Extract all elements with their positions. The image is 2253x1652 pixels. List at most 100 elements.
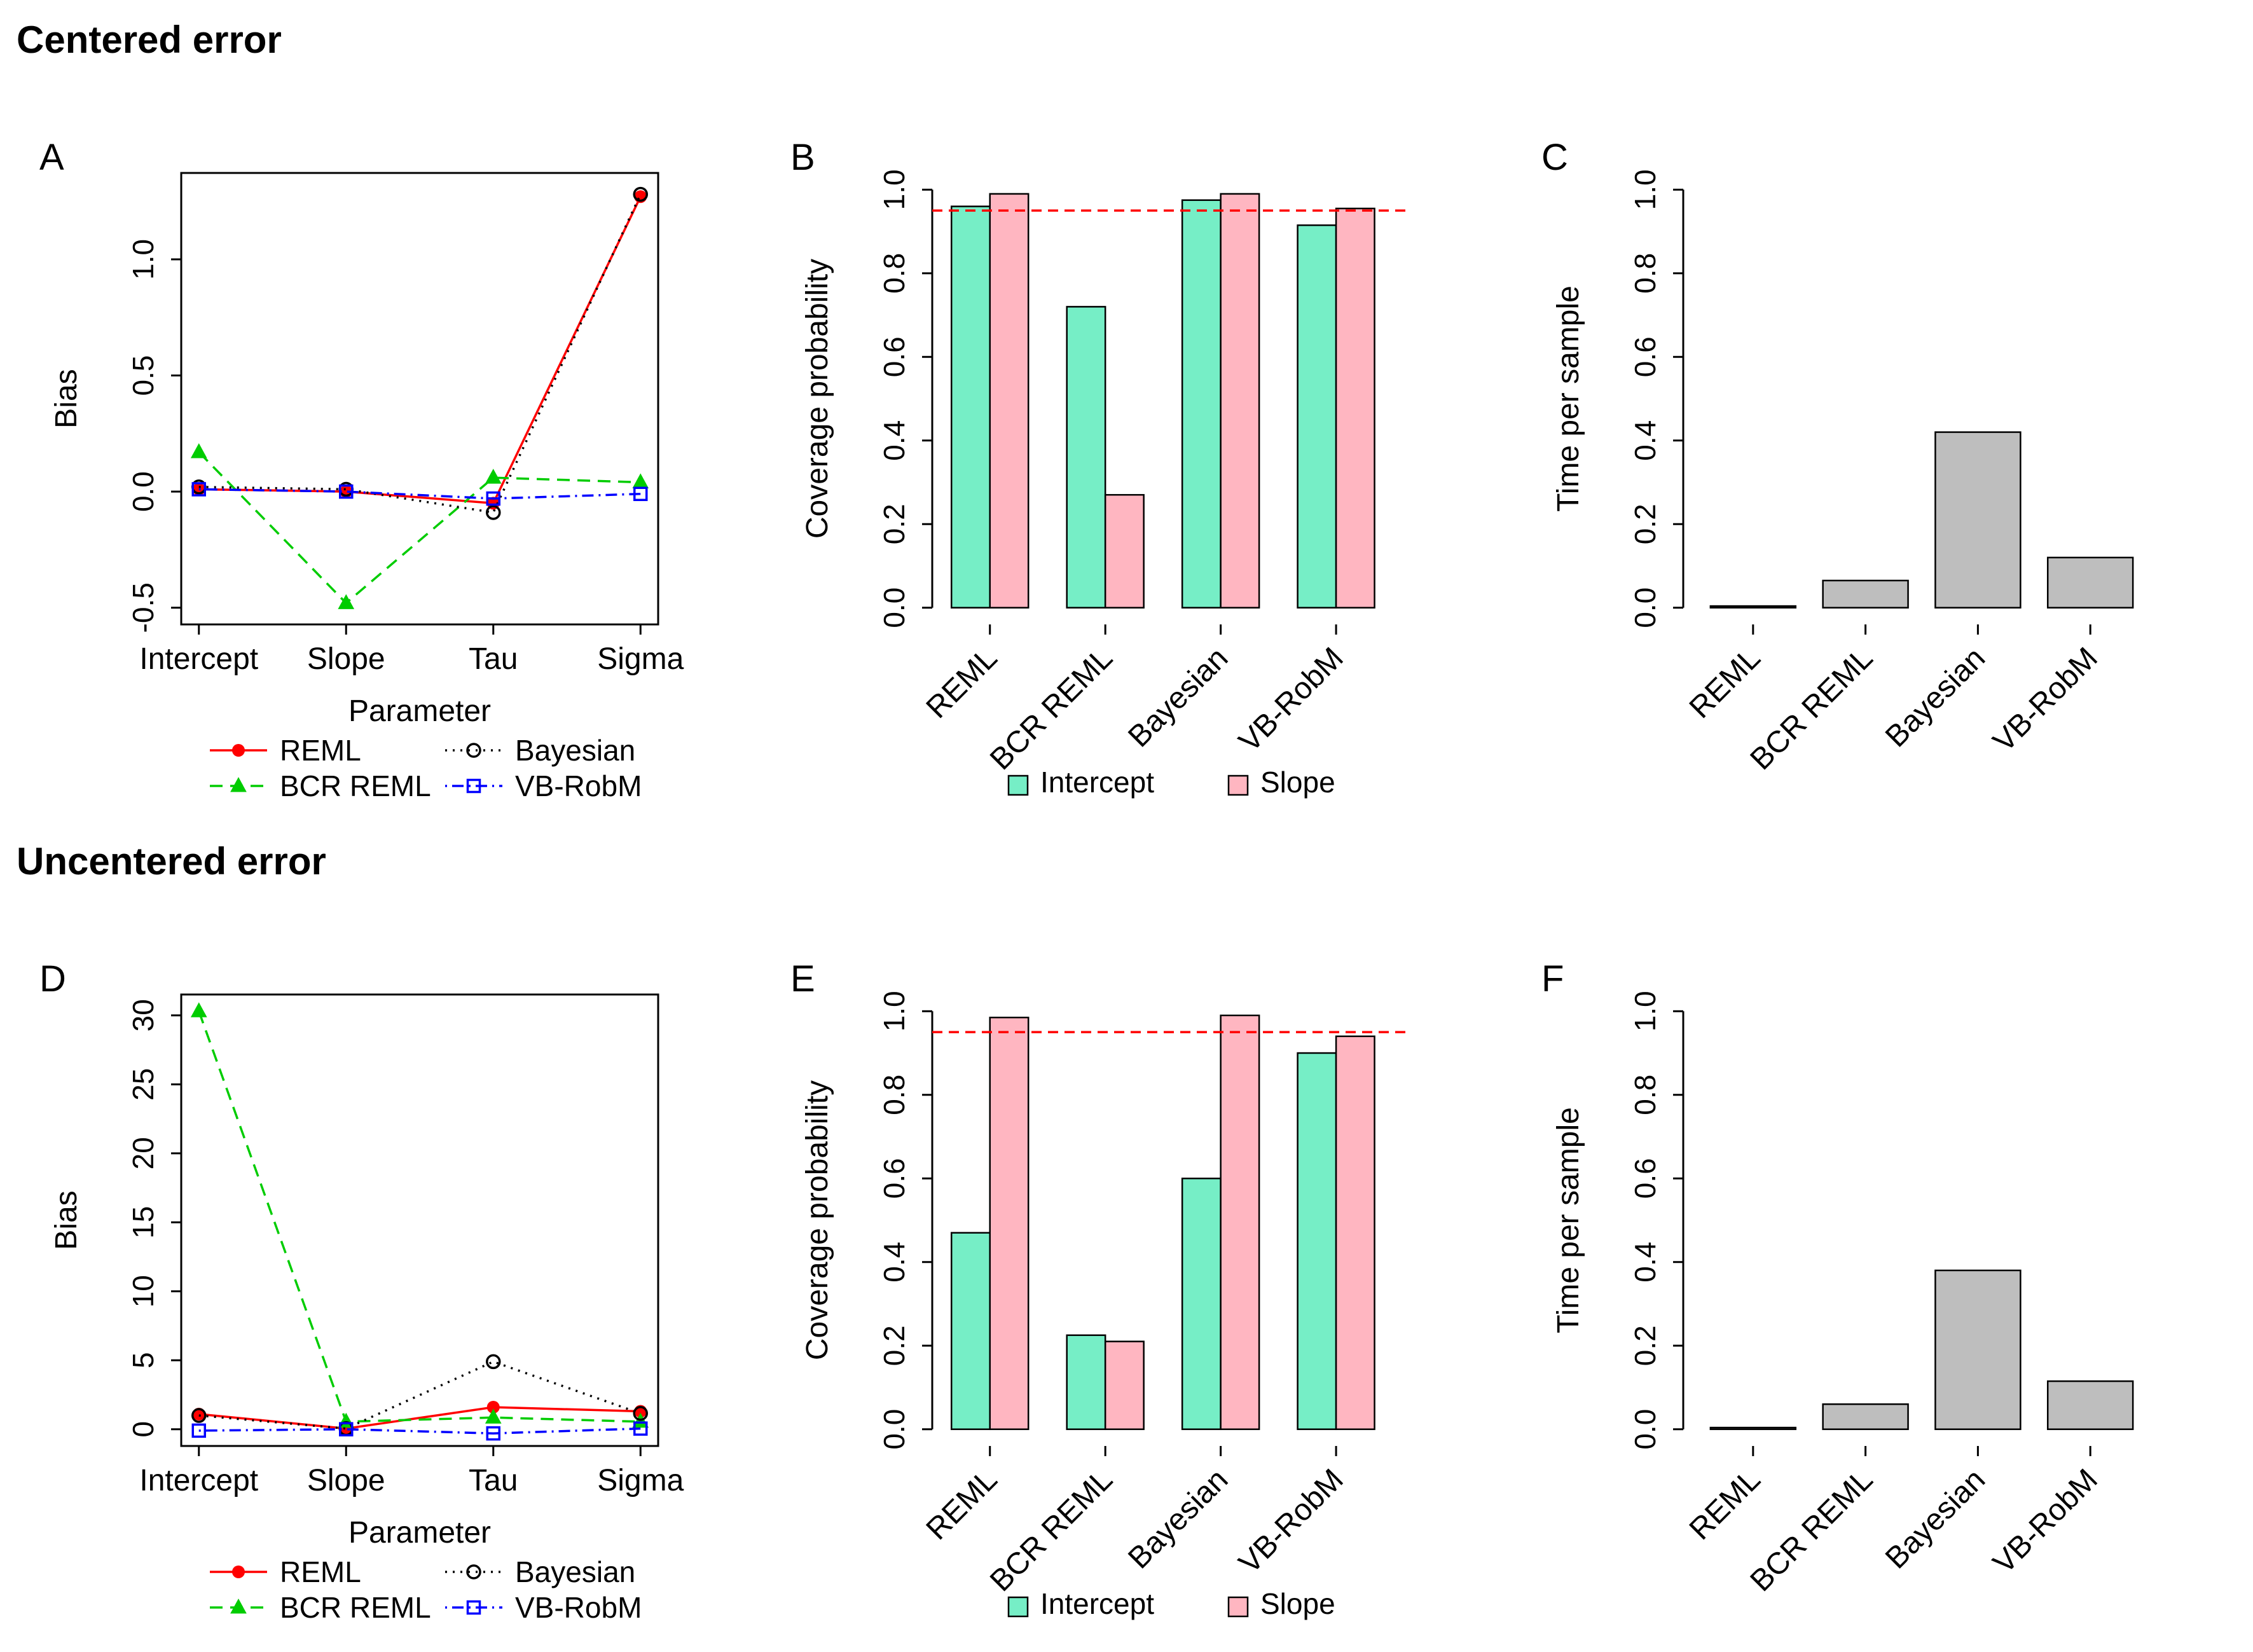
marker-vb-robm: [191, 482, 206, 497]
x-axis-title: Parameter: [348, 1516, 491, 1550]
series-line-reml: [198, 1406, 641, 1430]
chart-E: E 0.0 0.2 0.4 0.6 0.8 1.0 Coverage probability R…: [790, 958, 1409, 1620]
section-title-centered: Centered error: [17, 18, 282, 61]
series-line-vb-robm: [198, 488, 641, 500]
y-axis-title: Bias: [50, 1190, 83, 1249]
bar-reml-intercept: [950, 1232, 991, 1430]
y-tick-label: 20: [127, 1137, 160, 1169]
bar-reml-slope: [989, 193, 1030, 609]
series-line-vb-robm: [198, 1427, 641, 1435]
legend-label-slope: Slope: [1260, 1587, 1335, 1620]
legend-label-bayesian: Bayesian: [515, 734, 635, 767]
marker-bcr-reml: [485, 469, 502, 484]
panel-B: B 0.0 0.2 0.4 0.6 0.8 1.0 Coverage probability R…: [751, 65, 1502, 822]
bar-reml-slope: [989, 1016, 1030, 1430]
x-tick-label: Intercept: [139, 1464, 258, 1497]
y-tick-label: -0.5: [127, 582, 160, 633]
legend-label-reml: REML: [280, 734, 361, 767]
x-category-label: REML: [1683, 1463, 1767, 1546]
bar-bayesian-intercept: [1181, 1178, 1222, 1430]
bar-bcr-reml-slope: [1104, 493, 1145, 609]
y-axis-title: Time per sample: [1552, 286, 1585, 512]
marker-bcr-reml: [338, 594, 355, 609]
bar-bcr-reml-intercept: [1066, 306, 1106, 609]
y-tick-label: 10: [127, 1275, 160, 1307]
panel-letter-A: A: [39, 137, 64, 178]
panel-A: A -0.5 0.0 0.5 1.0 Bias Intercept Slope Tau Sigma…: [0, 65, 751, 822]
bar-reml-intercept: [950, 205, 991, 609]
bar-vb-robm-intercept: [1297, 1052, 1337, 1430]
x-tick-label: Sigma: [597, 642, 684, 676]
y-axis-title: Time per sample: [1552, 1107, 1585, 1333]
marker-bcr-reml-legend: [230, 776, 247, 792]
bar-vb-robm-slope: [1335, 207, 1375, 609]
panel-F: F 0.0 0.2 0.4 0.6 0.8 1.0 Time per sample REML BC…: [1502, 886, 2253, 1643]
section-uncentered-error: Uncentered error D 0 5 10 15 20 25 30 Bias Interc…: [0, 822, 2253, 1643]
marker-vb-robm: [339, 484, 354, 499]
y-tick-label: 0.0: [1629, 1409, 1662, 1450]
bar-reml: [1709, 1426, 1797, 1430]
y-tick-label: 0.4: [878, 1242, 911, 1283]
x-tick-label: Slope: [307, 1464, 385, 1497]
y-tick-label: 0.8: [878, 253, 911, 294]
y-axis-title: Bias: [50, 369, 83, 428]
bar-reml: [1709, 605, 1797, 609]
y-tick-label: 1.0: [878, 991, 911, 1031]
y-tick-label: 0.6: [1629, 1158, 1662, 1199]
legend-label-intercept: Intercept: [1040, 766, 1154, 799]
marker-reml-legend: [232, 1566, 245, 1578]
y-tick-label: 0.2: [878, 1325, 911, 1366]
y-tick-label: 1.0: [127, 239, 160, 280]
y-tick-label: 0.6: [1629, 336, 1662, 377]
panel-letter-D: D: [39, 958, 66, 1000]
y-tick-label: 0.2: [1629, 1325, 1662, 1366]
y-tick-label: 0.8: [1629, 253, 1662, 294]
marker-bcr-reml: [632, 473, 649, 488]
panel-row-uncentered: D 0 5 10 15 20 25 30 Bias Intercept Slope Tau Sigma P…: [0, 886, 2253, 1643]
marker-bcr-reml: [190, 1002, 207, 1017]
y-tick-label: 0.4: [878, 420, 911, 461]
marker-vb-robm: [339, 1422, 354, 1436]
marker-bcr-reml-legend: [230, 1598, 247, 1614]
x-tick-label: Tau: [469, 1464, 518, 1497]
legend-swatch-slope: [1227, 774, 1249, 796]
x-category-label: VB-RobM: [1232, 641, 1350, 759]
panel-C: C 0.0 0.2 0.4 0.6 0.8 1.0 Time per sample REML BC…: [1502, 65, 2253, 822]
y-tick-label: 0.5: [127, 355, 160, 396]
bar-vb-robm-intercept: [1297, 224, 1337, 609]
bar-bcr-reml: [1822, 579, 1909, 609]
bar-bayesian-slope: [1220, 1014, 1260, 1430]
marker-bcr-reml: [190, 443, 207, 458]
legend-label-slope: Slope: [1260, 766, 1335, 799]
plot-box: [180, 172, 659, 626]
x-category-label: REML: [1683, 641, 1767, 725]
x-category-label: REML: [920, 1463, 1004, 1546]
series-line-bcr-reml: [198, 451, 641, 605]
y-tick-label: 0: [127, 1421, 160, 1438]
legend-label-reml: REML: [280, 1555, 361, 1588]
legend-label-vb-robm: VB-RobM: [515, 1591, 642, 1624]
panel-letter-F: F: [1541, 958, 1564, 1000]
x-category-label: BCR REML: [1744, 641, 1880, 776]
x-axis-title: Parameter: [348, 694, 491, 728]
panel-letter-B: B: [790, 137, 815, 178]
x-category-label: BCR REML: [984, 641, 1119, 776]
bar-bayesian: [1934, 431, 2022, 609]
y-tick-label: 1.0: [1629, 169, 1662, 210]
panel-letter-C: C: [1541, 137, 1568, 178]
x-tick-label: Sigma: [597, 1464, 684, 1497]
x-tick-label: Intercept: [139, 642, 258, 676]
x-category-label: Bayesian: [1879, 641, 1992, 754]
y-axis-title: Coverage probability: [801, 1080, 834, 1360]
marker-vb-robm-legend: [466, 1600, 481, 1615]
marker-reml: [486, 1400, 500, 1414]
marker-vb-robm: [486, 491, 500, 506]
y-tick-label: 0.0: [878, 1409, 911, 1450]
legend-label-intercept: Intercept: [1040, 1587, 1154, 1620]
legend-swatch-intercept: [1007, 774, 1029, 796]
y-tick-label: 0.0: [1629, 588, 1662, 628]
chart-F: F 0.0 0.2 0.4 0.6 0.8 1.0 Time per sample REMLBC…: [1541, 958, 2134, 1598]
marker-bayesian: [633, 1406, 648, 1421]
y-tick-label: 0.4: [1629, 420, 1662, 461]
y-tick-label: 1.0: [878, 169, 911, 210]
